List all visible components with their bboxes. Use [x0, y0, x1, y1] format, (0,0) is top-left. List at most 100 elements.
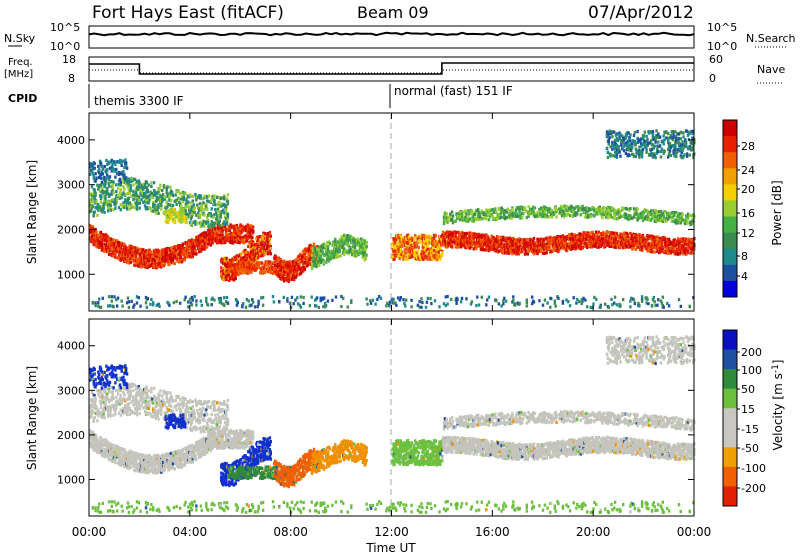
- power-cell: [238, 241, 241, 245]
- power-cell: [207, 194, 211, 198]
- power-cell: [100, 207, 104, 211]
- power-cell: [339, 254, 342, 258]
- power-cell: [168, 195, 171, 199]
- power-cell: [91, 227, 95, 231]
- power-cell: [225, 222, 229, 226]
- power-cell: [235, 228, 239, 232]
- power-cell: [189, 255, 193, 259]
- power-cell: [188, 193, 192, 197]
- power-cell: [106, 168, 109, 172]
- power-cell: [185, 252, 188, 257]
- power-cell: [143, 204, 147, 208]
- power-cell: [152, 201, 155, 205]
- power-cell: [98, 159, 102, 163]
- power-cell: [233, 274, 236, 278]
- power-cell: [114, 197, 117, 201]
- power-cell: [93, 196, 96, 200]
- power-cell: [154, 209, 158, 213]
- power-cell: [199, 194, 203, 198]
- power-cell: [131, 179, 134, 183]
- power-cell: [116, 171, 119, 175]
- power-cell: [112, 191, 115, 195]
- power-cell: [243, 258, 246, 262]
- power-cell: [226, 262, 229, 266]
- power-cell: [160, 204, 163, 208]
- power-cell: [99, 172, 103, 176]
- power-cell: [152, 202, 155, 206]
- power-cell: [150, 184, 153, 188]
- power-cell: [112, 208, 115, 212]
- power-cell: [98, 185, 101, 189]
- power-cell: [184, 209, 187, 213]
- power-cell: [105, 247, 108, 251]
- power-cell: [111, 247, 114, 251]
- power-cell: [126, 255, 130, 259]
- power-cell: [137, 197, 140, 201]
- power-cell: [122, 185, 125, 189]
- power-cell: [220, 270, 223, 274]
- power-cell: [94, 191, 97, 195]
- power-cell: [102, 190, 105, 194]
- power-cell: [97, 208, 100, 212]
- power-cell: [144, 200, 148, 204]
- power-cell: [218, 204, 221, 209]
- power-cell: [107, 177, 111, 181]
- power-cell: [136, 188, 140, 192]
- power-cell: [192, 220, 195, 224]
- power-cell: [166, 192, 169, 196]
- power-cell: [220, 260, 223, 264]
- power-cell: [266, 246, 269, 251]
- power-cell: [130, 177, 133, 181]
- power-cell: [203, 224, 206, 228]
- power-cell: [114, 169, 117, 173]
- power-cell: [224, 215, 227, 219]
- power-cell: [219, 197, 222, 201]
- power-cell: [221, 267, 225, 271]
- power-cell: [132, 183, 135, 187]
- power-cell: [216, 207, 220, 211]
- power-cell: [211, 241, 214, 245]
- power-cell: [118, 191, 122, 195]
- power-cell: [198, 215, 202, 219]
- nsearch-label: N.Search: [746, 32, 796, 45]
- power-cell: [365, 253, 368, 257]
- power-cell: [166, 204, 169, 208]
- power-cell: [213, 213, 216, 217]
- power-cell: [225, 256, 228, 261]
- power-cell: [121, 177, 124, 181]
- power-cell: [117, 248, 121, 252]
- power-cell: [197, 238, 200, 242]
- power-cell: [128, 191, 131, 195]
- power-cell: [148, 248, 151, 252]
- power-cell: [135, 193, 139, 198]
- power-cell: [90, 185, 94, 189]
- power-cell: [103, 175, 106, 179]
- power-cell: [207, 212, 211, 216]
- power-cell: [143, 185, 147, 189]
- power-cell: [243, 236, 247, 240]
- power-cell: [134, 201, 138, 205]
- power-cell: [106, 200, 109, 204]
- power-cell: [112, 167, 115, 171]
- power-cell: [364, 256, 367, 261]
- power-cell: [100, 187, 104, 191]
- power-cell: [94, 232, 97, 236]
- power-cell: [170, 252, 173, 256]
- power-cell: [140, 183, 143, 187]
- power-cell: [147, 201, 150, 205]
- power-cell: [234, 256, 237, 260]
- power-cell: [99, 197, 103, 201]
- power-cell: [162, 185, 166, 190]
- power-cell: [189, 217, 193, 221]
- power-cell: [223, 211, 226, 215]
- power-cell: [236, 254, 239, 258]
- power-cell: [393, 257, 396, 261]
- power-cell: [158, 187, 161, 192]
- power-cell: [114, 252, 117, 257]
- power-cell: [206, 199, 209, 203]
- power-cell: [417, 245, 420, 250]
- power-cell: [206, 216, 209, 220]
- power-cell: [203, 247, 206, 251]
- power-cell: [197, 194, 201, 198]
- power-cell: [140, 189, 143, 193]
